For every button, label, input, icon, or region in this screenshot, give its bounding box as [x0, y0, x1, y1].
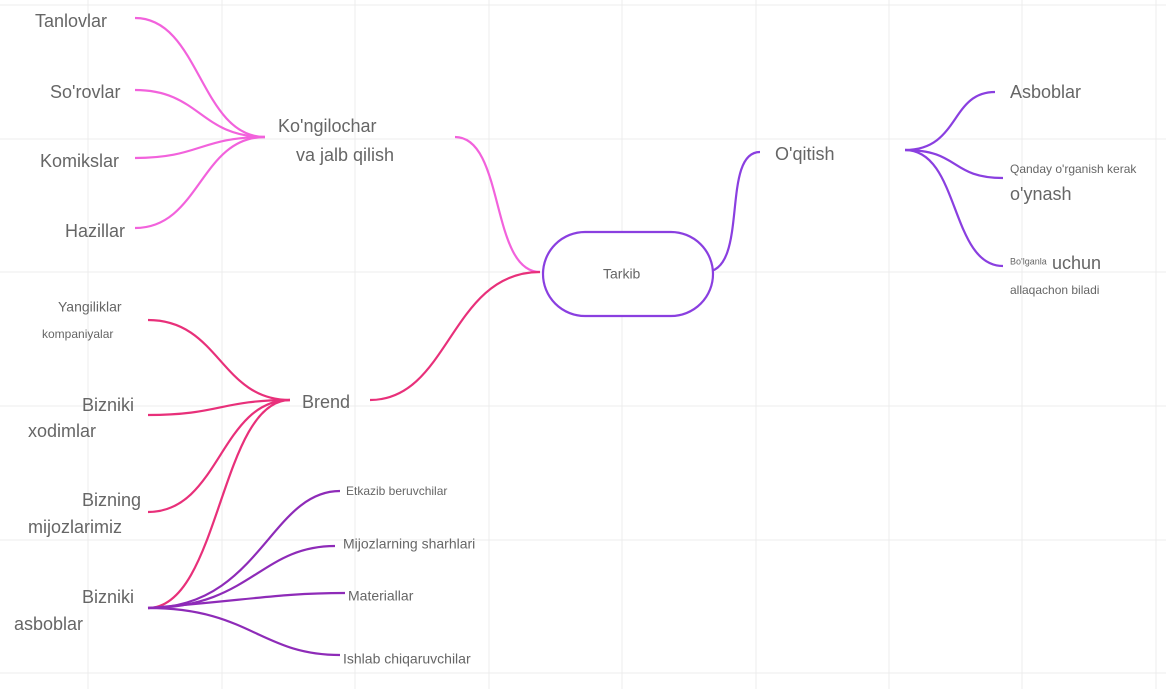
leaf-label: Bizning: [82, 490, 141, 510]
leaf-label: Etkazib beruvchilar: [346, 484, 447, 498]
leaf-label: Hazillar: [65, 221, 125, 241]
leaf-label: kompaniyalar: [42, 327, 113, 341]
branch-label: va jalb qilish: [296, 145, 394, 165]
leaf-label: Yangiliklar: [58, 299, 122, 315]
leaf-label: Bizniki: [82, 587, 134, 607]
leaf-label: So'rovlar: [50, 82, 120, 102]
leaf-label: Mijozlarning sharhlari: [343, 536, 475, 552]
center-node: [541, 230, 715, 318]
leaf-label: Komikslar: [40, 151, 119, 171]
leaf-label: uchun: [1052, 253, 1101, 273]
leaf-label: asboblar: [14, 614, 83, 634]
leaf-label: xodimlar: [28, 421, 96, 441]
leaf-label: Qanday o'rganish kerak: [1010, 162, 1137, 176]
branch-label: Ko'ngilochar: [278, 116, 377, 136]
leaf-label: Ishlab chiqaruvchilar: [343, 651, 471, 667]
center-label: Tarkib: [603, 266, 641, 282]
leaf-label: Bizniki: [82, 395, 134, 415]
leaf-label: Materiallar: [348, 588, 414, 604]
branch-label: Brend: [302, 392, 350, 412]
leaf-label: Tanlovlar: [35, 11, 107, 31]
branch-label: O'qitish: [775, 144, 834, 164]
leaf-label: allaqachon biladi: [1010, 283, 1099, 297]
leaf-label: Bo'lganla: [1010, 256, 1047, 266]
leaf-label: o'ynash: [1010, 184, 1071, 204]
leaf-label: Asboblar: [1010, 82, 1081, 102]
leaf-label: mijozlarimiz: [28, 517, 122, 537]
connectors: [134, 16, 1004, 657]
